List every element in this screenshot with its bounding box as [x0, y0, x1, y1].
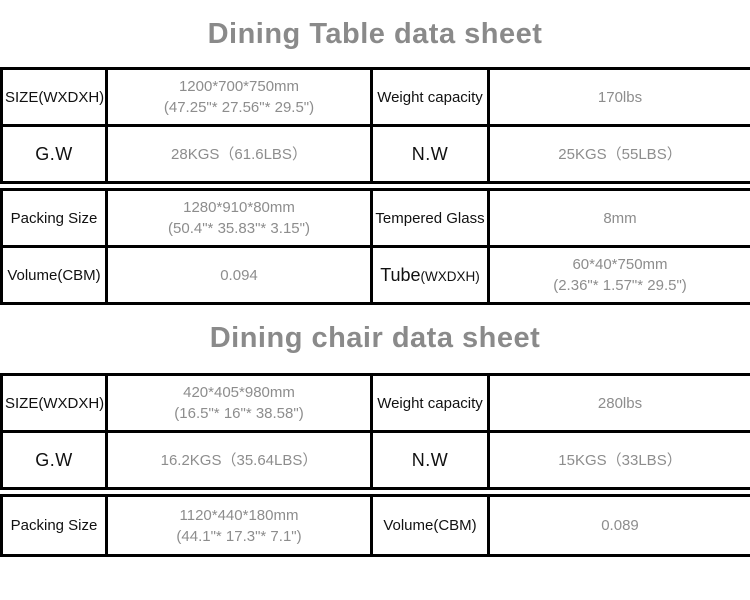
spec-value-cell: 60*40*750mm (2.36"* 1.57"* 29.5") — [487, 245, 750, 305]
spec-value-cell: 16.2KGS（35.64LBS） — [105, 430, 373, 490]
spec-label-cell: SIZE(WXDXH) — [0, 373, 108, 433]
spec-value-cell: 1120*440*180mm (44.1"* 17.3"* 7.1") — [105, 494, 373, 557]
spec-value-cell: 1280*910*80mm (50.4"* 35.83"* 3.15") — [105, 188, 373, 248]
spec-value-cell: 28KGS（61.6LBS） — [105, 124, 373, 184]
table-row: G.W 16.2KGS（35.64LBS） N.W 15KGS（33LBS） — [0, 430, 750, 490]
dining-table-spec-upper: SIZE(WXDXH) 1200*700*750mm (47.25"* 27.5… — [0, 67, 750, 184]
value-line: 25KGS（55LBS） — [558, 145, 682, 163]
table-row: Packing Size 1280*910*80mm (50.4"* 35.83… — [0, 188, 750, 248]
value-line: 0.089 — [601, 517, 639, 534]
spec-label-cell: G.W — [0, 430, 108, 490]
spec-value-cell: 280lbs — [487, 373, 750, 433]
spec-value-cell: 0.089 — [487, 494, 750, 557]
value-line: (47.25"* 27.56"* 29.5") — [163, 99, 315, 116]
spec-label-cell: N.W — [370, 430, 490, 490]
spec-value-cell: 25KGS（55LBS） — [487, 124, 750, 184]
value-line: (44.1"* 17.3"* 7.1") — [176, 527, 302, 545]
table-row: Packing Size 1120*440*180mm (44.1"* 17.3… — [0, 494, 750, 557]
spec-label-cell: Packing Size — [0, 494, 108, 557]
spec-label-cell: Weight capacity — [370, 373, 490, 433]
spec-value-cell: 420*405*980mm (16.5"* 16"* 38.58") — [105, 373, 373, 433]
value-line: 15KGS（33LBS） — [558, 451, 682, 469]
spec-value-cell: 1200*700*750mm (47.25"* 27.56"* 29.5") — [105, 67, 373, 127]
value-line: 60*40*750mm — [572, 256, 668, 273]
value-line: 1280*910*80mm — [183, 199, 295, 216]
spec-label-cell: SIZE(WXDXH) — [0, 67, 108, 127]
spec-label-cell: Weight capacity — [370, 67, 490, 127]
spec-value-cell: 170lbs — [487, 67, 750, 127]
spec-label-cell: G.W — [0, 124, 108, 184]
table-row: G.W 28KGS（61.6LBS） N.W 25KGS（55LBS） — [0, 124, 750, 184]
tube-label-main: Tube — [380, 264, 421, 285]
value-line: (2.36"* 1.57"* 29.5") — [553, 277, 687, 294]
value-line: 0.094 — [220, 266, 258, 284]
table-row: Volume(CBM) 0.094 Tube(WXDXH) 60*40*750m… — [0, 245, 750, 305]
spec-label-cell: Tempered Glass — [370, 188, 490, 248]
spec-label-cell: Tube(WXDXH) — [370, 245, 490, 305]
value-line: 170lbs — [597, 88, 643, 106]
spec-value-cell: 0.094 — [105, 245, 373, 305]
table-row: SIZE(WXDXH) 1200*700*750mm (47.25"* 27.5… — [0, 67, 750, 127]
value-line: 420*405*980mm — [183, 384, 295, 401]
value-line: 28KGS（61.6LBS） — [171, 145, 307, 163]
spec-label-cell: N.W — [370, 124, 490, 184]
value-line: 280lbs — [597, 394, 643, 412]
spec-label-cell: Volume(CBM) — [370, 494, 490, 557]
value-line: (50.4"* 35.83"* 3.15") — [168, 220, 310, 237]
value-line: 1200*700*750mm — [178, 78, 300, 95]
table-row: SIZE(WXDXH) 420*405*980mm (16.5"* 16"* 3… — [0, 373, 750, 433]
value-line: (16.5"* 16"* 38.58") — [174, 405, 304, 422]
value-line: 8mm — [603, 209, 637, 227]
spec-value-cell: 8mm — [487, 188, 750, 248]
dining-table-spec-lower: Packing Size 1280*910*80mm (50.4"* 35.83… — [0, 188, 750, 305]
value-line: 16.2KGS（35.64LBS） — [160, 451, 318, 469]
spec-label-cell: Volume(CBM) — [0, 245, 108, 305]
dining-chair-spec-upper: SIZE(WXDXH) 420*405*980mm (16.5"* 16"* 3… — [0, 373, 750, 490]
spec-value-cell: 15KGS（33LBS） — [487, 430, 750, 490]
dining-table-title: Dining Table data sheet — [207, 18, 543, 50]
value-line: 1120*440*180mm — [179, 506, 299, 524]
dining-chair-spec-lower: Packing Size 1120*440*180mm (44.1"* 17.3… — [0, 494, 750, 557]
spec-label-cell: Packing Size — [0, 188, 108, 248]
tube-label-sub: (WXDXH) — [420, 268, 480, 284]
dining-chair-title: Dining chair data sheet — [209, 322, 541, 354]
